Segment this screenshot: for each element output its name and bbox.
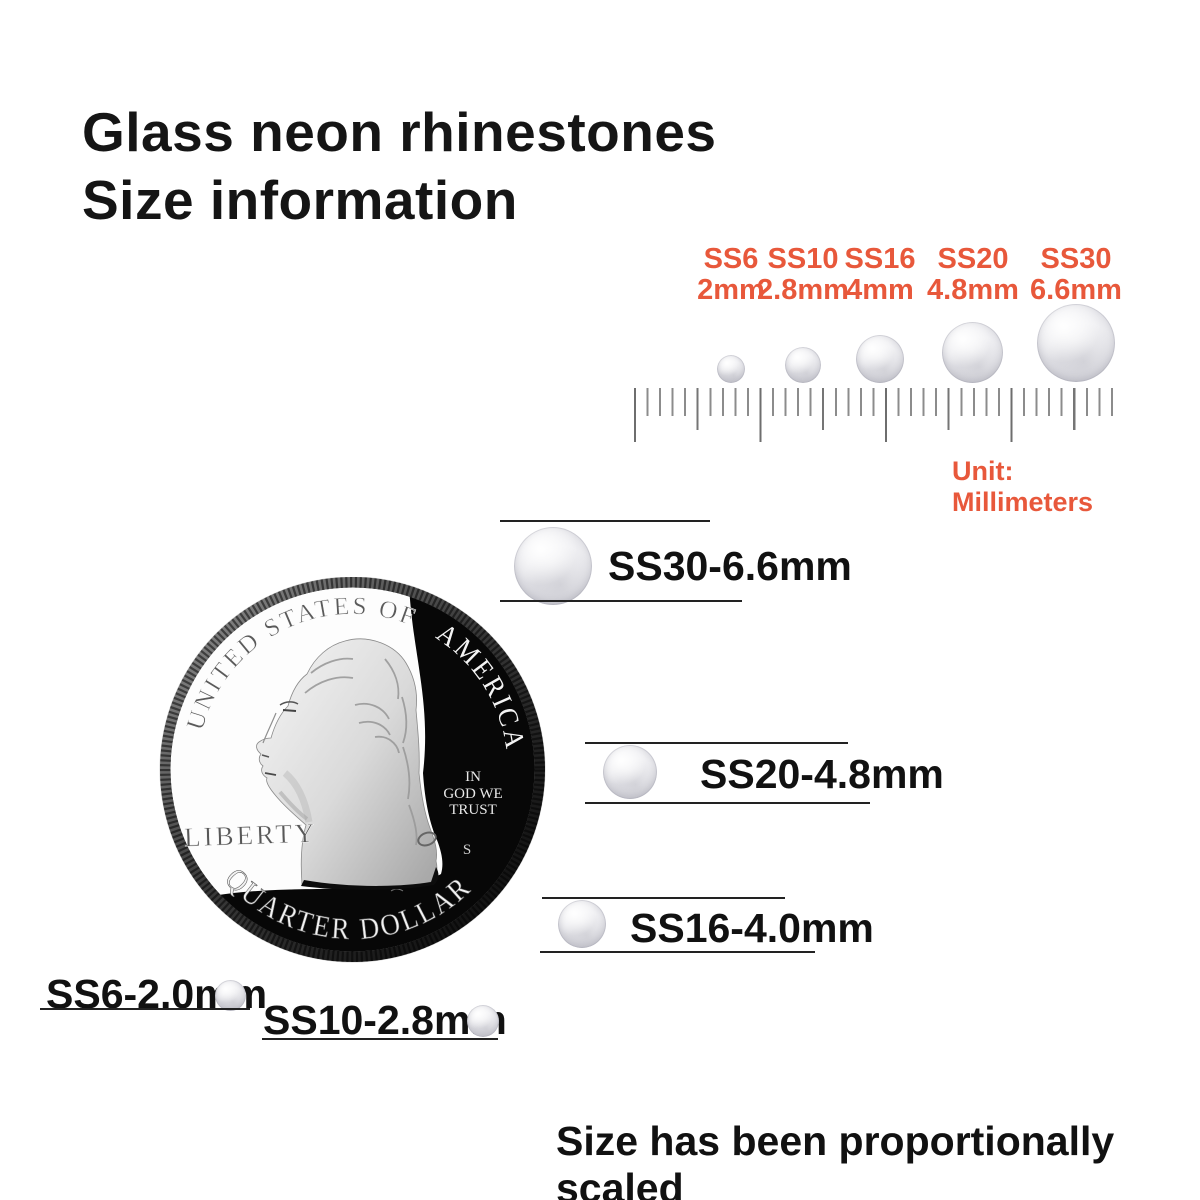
rhinestone-ss10-sample [467,1005,499,1037]
ss16-top-line [542,897,785,899]
rhinestone-ss10-on-ruler [785,347,821,383]
size-code: SS30 [1040,243,1112,275]
ss16-bottom-line [540,951,815,953]
rhinestone-ss20-on-ruler [942,322,1003,383]
page-title: Glass neon rhinestones Size information [82,98,717,234]
quarter-coin: UNITED STATES OF AMERICA QUARTER DOLLAR … [159,577,546,963]
unit-label: Unit: Millimeters [952,456,1094,517]
rhinestone-ss6-sample [215,980,246,1011]
coin-mint-mark: S [463,842,471,858]
millimeter-ruler [634,388,1116,442]
ss30-label: SS30-6.6mm [608,543,852,589]
size-mm: 2mm [697,274,765,306]
rhinestone-ss20-sample [603,745,657,799]
page-title-line2: Size information [82,169,518,232]
coin-liberty: LIBERTY [184,818,318,853]
face-details [261,701,437,892]
rhinestone-ss30-on-ruler [1037,304,1115,382]
washington-bust [256,638,438,888]
rhinestone-ss16-sample [558,900,606,948]
ss30-bottom-line [500,600,742,602]
ss10-label: SS10-2.8mm [263,997,507,1043]
footer-note: Size has been proportionally scaled [556,1118,1115,1200]
hair-texture [304,657,418,846]
rhinestone-ss6-on-ruler [717,355,745,383]
coin-motto-line3: TRUST [449,802,497,818]
bust-base-shadow [301,867,439,890]
rhinestone-ss16-on-ruler [856,335,904,383]
size-code: SS20 [937,243,1009,275]
size-header-ss6: SS6 2mm [666,244,796,306]
rhinestone-ss30-sample [514,527,592,605]
coin-field [170,587,535,952]
size-code: SS6 [703,243,759,275]
size-header-ss20: SS20 4.8mm [908,244,1038,306]
size-mm: 2.8mm [757,274,849,306]
coin-motto-line2: GOD WE [443,786,502,802]
coin-motto-line1: IN [465,769,481,785]
size-code: SS10 [767,243,839,275]
size-mm: 4.8mm [927,274,1019,306]
size-header-ss16: SS16 4mm [815,244,945,306]
ss16-label: SS16-4.0mm [630,905,874,951]
size-mm: 6.6mm [1030,274,1122,306]
ss20-top-line [585,742,848,744]
size-code: SS16 [844,243,916,275]
ss10-underline [262,1038,498,1040]
size-mm: 4mm [846,274,914,306]
ss20-bottom-line [585,802,870,804]
ss30-top-line [500,520,710,522]
size-header-ss30: SS30 6.6mm [1011,244,1141,306]
coin-reeding [160,577,545,962]
size-header-ss10: SS10 2.8mm [738,244,868,306]
ss6-underline [40,1008,250,1010]
page-title-line1: Glass neon rhinestones [82,101,717,163]
ss20-label: SS20-4.8mm [700,751,944,797]
